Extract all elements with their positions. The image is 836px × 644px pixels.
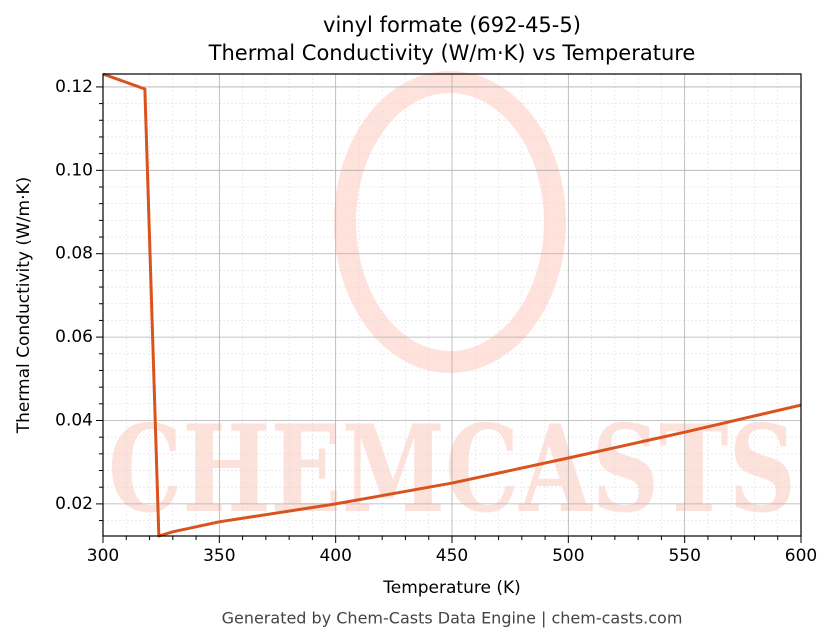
- chart-title: vinyl formate (692-45-5): [323, 13, 581, 37]
- y-tick-label: 0.10: [55, 160, 93, 180]
- y-axis-label: Thermal Conductivity (W/m·K): [14, 177, 34, 435]
- watermark-logo: [334, 71, 566, 373]
- footer: Generated by Chem-Casts Data Engine | ch…: [222, 609, 683, 628]
- plot-frame: [102, 73, 802, 537]
- line-series: [103, 72, 801, 538]
- x-tick-label: 600: [785, 546, 817, 566]
- x-tick-label: 500: [552, 546, 584, 566]
- x-axis-label: Temperature (K): [382, 578, 521, 598]
- y-tick-label: 0.08: [55, 244, 93, 264]
- x-tick-label: 450: [436, 546, 468, 566]
- y-tick-label: 0.02: [55, 494, 93, 514]
- chart-subtitle: Thermal Conductivity (W/m·K) vs Temperat…: [208, 41, 696, 65]
- y-tick-label: 0.06: [55, 327, 93, 347]
- y-tick-label: 0.04: [55, 411, 93, 431]
- x-tick-label: 400: [319, 546, 351, 566]
- x-tick-label: 350: [203, 546, 235, 566]
- x-tick-label: 550: [668, 546, 700, 566]
- x-tick-label: 300: [87, 546, 119, 566]
- y-tick-label: 0.12: [55, 77, 93, 97]
